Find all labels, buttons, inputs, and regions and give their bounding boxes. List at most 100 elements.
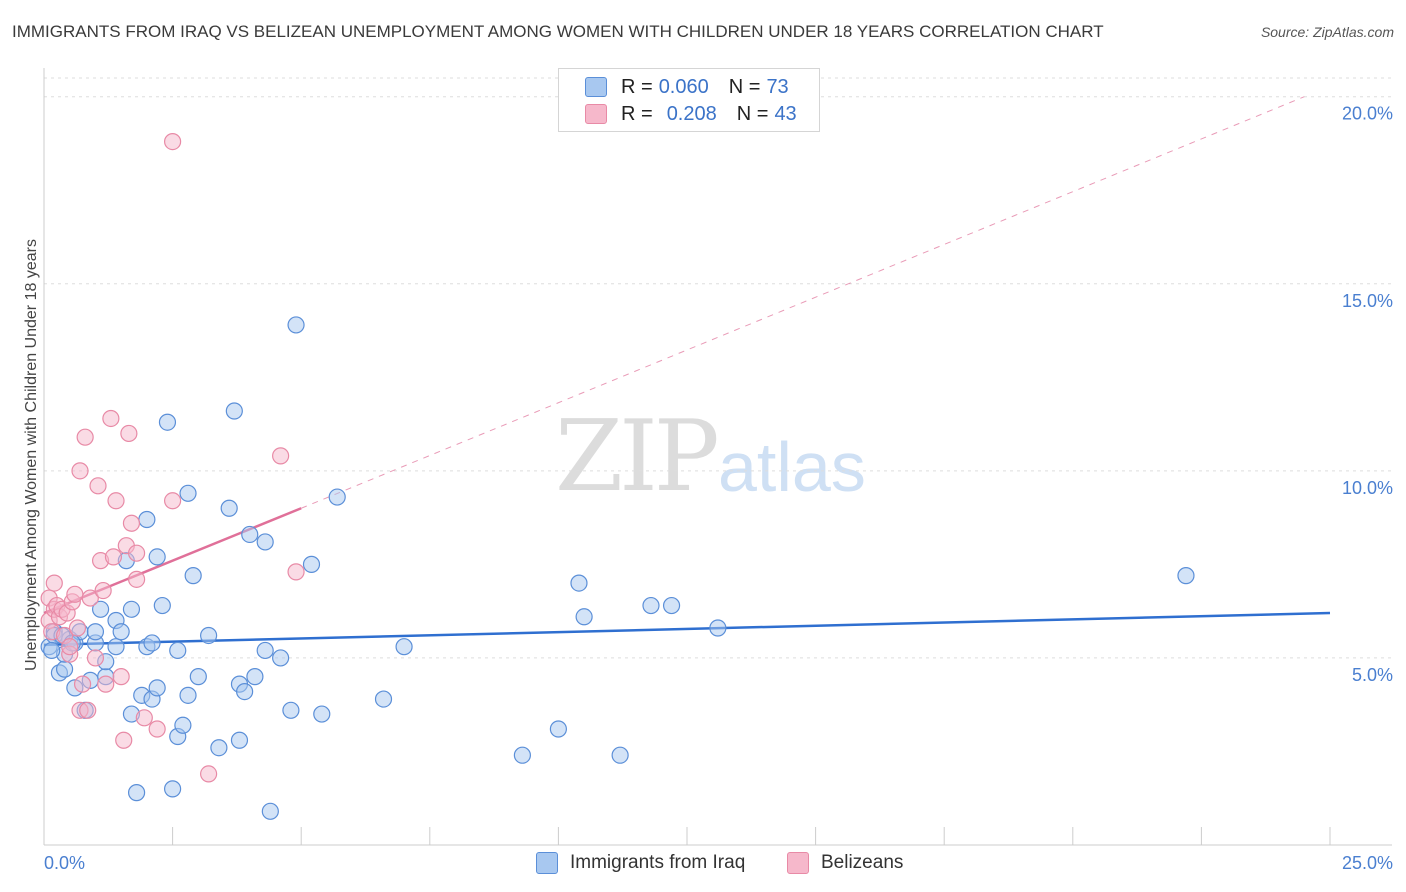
point-iraq	[148, 548, 166, 566]
point-belizean	[287, 563, 305, 581]
point-belizean	[135, 709, 153, 727]
point-belizean	[86, 649, 105, 667]
legend-n-value: 73	[766, 75, 789, 98]
point-iraq	[611, 746, 629, 764]
x-tick-label: 0.0%	[44, 853, 85, 873]
point-iraq	[143, 634, 161, 652]
point-iraq	[148, 679, 166, 697]
y-tick-label: 10.0%	[1342, 478, 1393, 498]
point-belizean	[148, 720, 166, 738]
point-iraq	[112, 623, 130, 641]
point-iraq	[549, 720, 568, 738]
legend-row-belizeans: R = 0.208 N = 43	[585, 101, 797, 127]
point-belizean	[122, 514, 141, 532]
point-iraq	[575, 608, 593, 626]
point-iraq	[169, 641, 187, 660]
point-belizean	[94, 581, 112, 600]
point-iraq	[287, 316, 305, 334]
point-belizean	[115, 731, 133, 749]
watermark-zip: ZIP	[555, 400, 720, 514]
point-belizean	[68, 619, 87, 637]
point-belizean	[71, 462, 89, 480]
point-belizean	[104, 548, 123, 566]
legend-label-iraq: Immigrants from Iraq	[570, 852, 746, 873]
point-iraq	[302, 555, 321, 573]
point-belizean	[66, 585, 84, 603]
y-tick-label: 15.0%	[1342, 291, 1393, 311]
point-iraq	[709, 619, 727, 637]
legend-item-belizeans[interactable]: Belizeans	[787, 852, 903, 874]
point-belizean	[73, 675, 92, 693]
legend-r-label: R =	[621, 75, 653, 98]
point-iraq	[122, 600, 141, 618]
legend-swatch-belizeans	[787, 852, 809, 874]
point-belizean	[164, 492, 182, 510]
point-iraq	[256, 533, 274, 551]
legend-swatch-belizeans	[585, 104, 607, 124]
point-iraq	[374, 690, 393, 708]
point-iraq	[328, 488, 346, 506]
y-tick-label: 5.0%	[1352, 665, 1393, 685]
point-iraq	[174, 716, 192, 734]
point-iraq	[86, 623, 105, 641]
point-iraq	[246, 668, 264, 686]
point-iraq	[184, 567, 202, 585]
y-tick-label: 20.0%	[1342, 104, 1393, 124]
point-belizean	[76, 428, 94, 446]
x-tick-label: 25.0%	[1342, 853, 1393, 873]
point-iraq	[164, 780, 182, 798]
legend-label-belizeans: Belizeans	[821, 852, 904, 873]
series-legend: Immigrants from Iraq Belizeans	[0, 852, 1406, 878]
point-belizean	[79, 701, 97, 719]
point-iraq	[282, 701, 300, 719]
point-iraq	[313, 705, 331, 723]
legend-r-label: R =	[621, 102, 653, 125]
trend-extension-belizean	[301, 96, 1305, 509]
y-axis-label: Unemployment Among Women with Children U…	[23, 239, 40, 671]
point-belizean	[164, 133, 182, 151]
point-iraq	[55, 660, 74, 678]
point-iraq	[256, 641, 274, 660]
point-iraq	[261, 802, 279, 820]
correlation-legend: R = 0.060 N = 73 R = 0.208 N = 43	[558, 68, 820, 132]
point-belizean	[112, 668, 130, 686]
point-iraq	[91, 600, 110, 618]
point-belizean	[89, 477, 107, 495]
data-points	[40, 133, 1195, 820]
point-belizean	[127, 570, 146, 588]
point-iraq	[179, 484, 197, 502]
trend-lines	[43, 96, 1331, 647]
source-credit: Source: ZipAtlas.com	[1260, 24, 1394, 40]
point-belizean	[127, 544, 146, 562]
point-iraq	[43, 641, 61, 660]
watermark-atlas: atlas	[718, 428, 866, 506]
point-iraq	[513, 746, 531, 764]
point-iraq	[189, 668, 207, 686]
point-iraq	[236, 682, 254, 701]
point-iraq	[272, 649, 290, 667]
point-belizean	[272, 447, 290, 465]
tick-labels: 5.0% 10.0% 15.0% 20.0% 0.0% 25.0%	[44, 104, 1393, 873]
point-belizean	[120, 424, 138, 443]
trend-line-iraq	[43, 611, 1331, 647]
point-iraq	[220, 499, 238, 517]
legend-row-iraq: R = 0.060 N = 73	[585, 74, 789, 100]
point-belizean	[97, 675, 115, 693]
point-iraq	[200, 626, 218, 645]
chart-title: IMMIGRANTS FROM IRAQ VS BELIZEAN UNEMPLO…	[12, 22, 1104, 41]
point-iraq	[179, 686, 197, 704]
legend-item-iraq[interactable]: Immigrants from Iraq	[536, 852, 745, 874]
point-belizean	[200, 765, 218, 783]
point-belizean	[81, 589, 99, 607]
legend-n-label: N =	[728, 75, 761, 98]
legend-r-value: 0.060	[658, 75, 709, 98]
point-iraq	[158, 413, 177, 431]
legend-swatch-iraq	[585, 77, 607, 97]
point-iraq	[241, 525, 259, 544]
point-belizean	[45, 574, 63, 592]
point-belizean	[107, 492, 125, 510]
point-belizean	[102, 409, 120, 428]
point-iraq	[225, 402, 243, 420]
point-iraq	[107, 638, 125, 656]
